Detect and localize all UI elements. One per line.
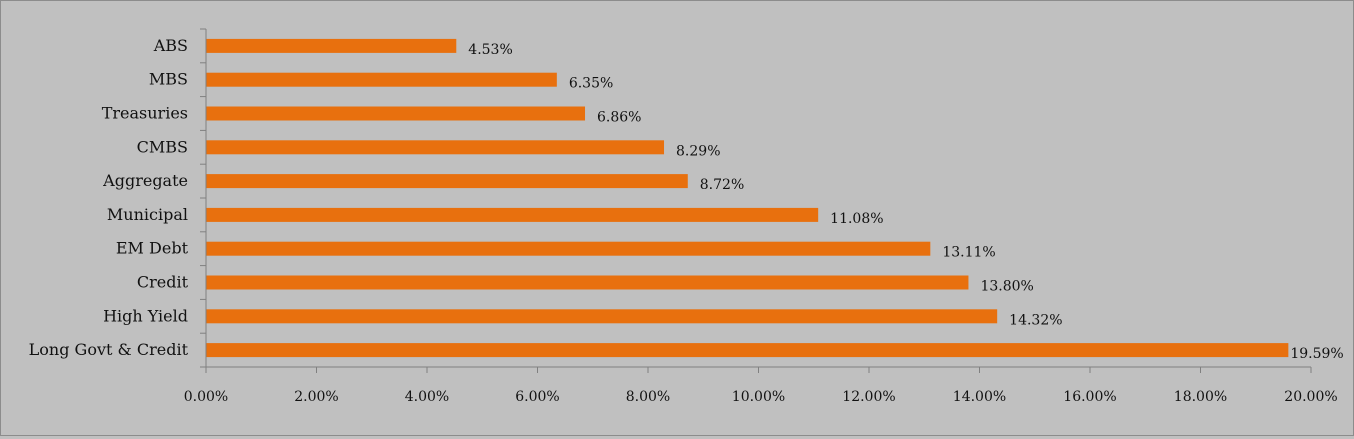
x-tick-label: 16.00%: [1063, 389, 1116, 405]
x-tick-label: 10.00%: [732, 389, 785, 405]
category-label: High Yield: [103, 306, 188, 325]
bar: [206, 38, 457, 53]
bar: [206, 72, 557, 87]
category-label: Long Govt & Credit: [29, 340, 189, 359]
data-label: 13.11%: [942, 245, 995, 261]
category-label: Treasuries: [102, 104, 188, 123]
category-label: Municipal: [107, 205, 188, 224]
data-label: 8.29%: [676, 143, 720, 159]
bar: [206, 106, 586, 121]
x-tick-label: 20.00%: [1284, 389, 1337, 405]
data-label: 6.35%: [569, 76, 613, 92]
bar: [206, 309, 998, 324]
x-tick-label: 6.00%: [515, 389, 559, 405]
category-label: Credit: [137, 273, 189, 292]
data-label: 11.08%: [830, 211, 883, 227]
category-label: EM Debt: [116, 239, 189, 258]
x-tick-label: 8.00%: [626, 389, 670, 405]
x-tick-label: 4.00%: [405, 389, 449, 405]
bar: [206, 174, 688, 189]
bar: [206, 207, 819, 222]
bar: [206, 275, 969, 290]
bar: [206, 241, 931, 256]
data-label: 4.53%: [468, 42, 512, 58]
x-tick-label: 2.00%: [294, 389, 338, 405]
category-label: MBS: [149, 70, 188, 89]
data-label: 13.80%: [980, 279, 1033, 295]
x-tick-label: 12.00%: [842, 389, 895, 405]
data-label: 14.32%: [1009, 312, 1062, 328]
data-label: 6.86%: [597, 110, 641, 126]
bar: [206, 343, 1289, 358]
data-label: 19.59%: [1290, 346, 1343, 362]
x-tick-label: 0.00%: [184, 389, 228, 405]
category-label: Aggregate: [102, 171, 188, 190]
data-label: 8.72%: [700, 177, 744, 193]
category-label: ABS: [153, 36, 188, 55]
x-tick-label: 14.00%: [953, 389, 1006, 405]
category-label: CMBS: [137, 137, 188, 156]
bar: [206, 140, 665, 155]
x-tick-label: 18.00%: [1174, 389, 1227, 405]
